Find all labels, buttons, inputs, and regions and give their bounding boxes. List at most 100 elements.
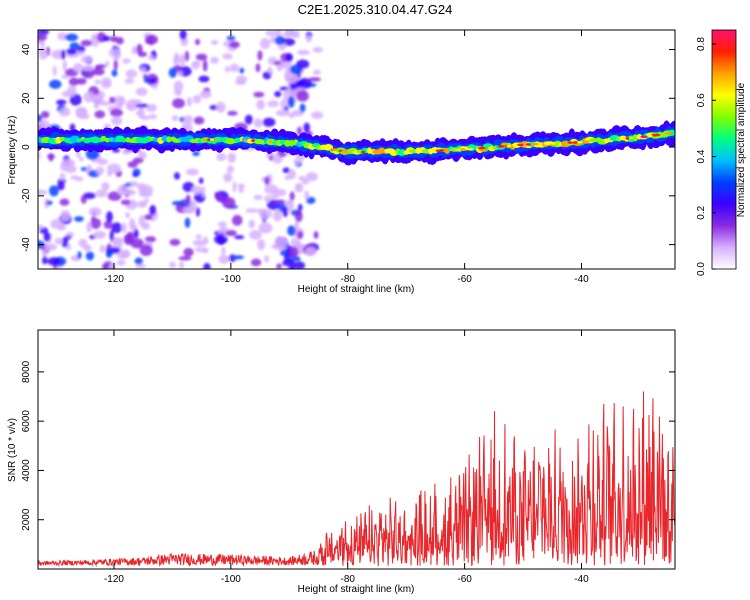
spectrogram-x-tick-label: -40 [574, 274, 589, 285]
spectrogram-ridge-core [284, 139, 292, 147]
spectrogram-noise-blob [99, 245, 106, 253]
spectrogram-noise-blob [195, 234, 202, 239]
spectrogram-ridge-peak [647, 134, 653, 138]
spectrogram-noise-blob [75, 151, 81, 159]
spectrogram-noise-blob [188, 200, 197, 212]
spectrogram-noise-blob [140, 185, 154, 195]
spectrogram-noise-blob [225, 229, 237, 237]
spectrogram-noise-blob [259, 38, 271, 50]
spectrogram-noise-blob [264, 176, 270, 186]
spectrogram-y-tick-label: 20 [21, 92, 32, 104]
spectrogram-noise-blob [257, 50, 263, 61]
spectrogram-noise-blob [90, 218, 101, 229]
spectrogram-noise-blob [58, 107, 71, 117]
spectrogram-y-tick-label: -40 [21, 237, 32, 252]
spectrogram-noise-blob [223, 172, 233, 183]
spectrogram-noise-blob [124, 212, 130, 219]
spectrogram-y-axis-label: Frequency (Hz) [7, 116, 18, 185]
snr-y-tick-label: 2000 [21, 508, 32, 531]
spectrogram-y-tick-label: 0 [21, 144, 32, 150]
spectrogram-noise-blob [269, 35, 276, 44]
spectrogram-noise-blob [255, 63, 261, 73]
spectrogram-ridge-peak [459, 148, 466, 151]
spectrogram-noise-blob [107, 191, 122, 201]
spectrogram-noise-blob [221, 246, 226, 256]
snr-x-axis-label: Height of straight line (km) [298, 584, 415, 595]
spectrogram-noise-blob [226, 35, 236, 41]
spectrogram-noise-blob [273, 209, 283, 222]
spectrogram-noise-blob [234, 235, 245, 240]
spectrogram-ridge-peak [497, 145, 505, 148]
spectrogram-noise-blob [296, 90, 309, 102]
spectrogram-noise-blob [308, 77, 321, 82]
spectrogram-noise-blob [274, 91, 282, 98]
spectrogram-noise-blob [262, 117, 276, 127]
snr-ticks: -120 -100 -80 -60 -40 2000 4000 6000 8000 [21, 330, 675, 585]
spectrogram-noise-blob [172, 98, 185, 109]
spectrogram-noise-blob [171, 201, 183, 206]
spectrogram-noise-blob [289, 191, 295, 201]
spectrogram-noise-blob [132, 157, 144, 164]
spectrogram-noise-blob [121, 222, 127, 234]
spectrogram-noise-blob [215, 101, 226, 113]
spectrogram-ridge-core [397, 149, 407, 156]
spectrogram-noise-blob [250, 258, 262, 267]
spectrogram-noise-blob [285, 53, 294, 62]
spectrogram-noise-blob [192, 94, 202, 104]
spectrogram-noise-blob [125, 69, 138, 79]
spectrogram-noise-blob [61, 236, 69, 248]
spectrogram-noise-blob [229, 63, 240, 73]
spectrogram-noise-blob [50, 218, 64, 230]
spectrogram-noise-blob [70, 175, 79, 180]
spectrogram-noise-blob [239, 67, 245, 74]
spectrogram-noise [38, 30, 324, 269]
spectrogram-noise-blob [92, 67, 105, 76]
spectrogram-noise-blob [173, 80, 184, 93]
spectrogram-ridge-peak [466, 147, 474, 151]
colorbar-tick-label: 0.6 [696, 93, 707, 107]
spectrogram-noise-blob [192, 239, 207, 247]
spectrogram-noise-blob [173, 172, 181, 180]
spectrogram-noise-blob [168, 67, 177, 78]
spectrogram-noise-blob [110, 108, 123, 117]
spectrogram-noise-blob [110, 35, 118, 43]
spectrogram-noise-blob [274, 236, 288, 249]
spectrogram-noise-blob [49, 79, 62, 89]
spectrogram-noise-blob [134, 257, 143, 265]
spectrogram-noise-blob [217, 233, 226, 246]
spectrogram-noise-blob [273, 199, 286, 204]
spectrogram-noise-blob [297, 203, 303, 212]
snr-x-tick-label: -100 [221, 574, 241, 585]
spectrogram-noise-blob [179, 30, 187, 40]
spectrogram-noise-blob [74, 216, 84, 222]
spectrogram-ridge-peak [331, 148, 338, 152]
colorbar: 0.0 0.2 0.4 0.6 0.8 Normalized spectral ampl… [696, 29, 747, 276]
spectrogram-noise-blob [103, 220, 113, 229]
spectrogram-y-tick-label: 40 [21, 44, 32, 56]
spectrogram-ridge-peak [438, 149, 445, 152]
spectrogram-noise-blob [296, 126, 302, 136]
spectrogram-noise-blob [191, 185, 203, 195]
spectrogram-noise-blob [148, 114, 158, 120]
spectrogram-noise-blob [47, 257, 61, 266]
spectrogram-ridge-peak [576, 140, 584, 144]
spectrogram-noise-blob [299, 103, 306, 113]
spectrogram-ridge-peak [214, 138, 219, 142]
spectrogram-noise-blob [305, 196, 316, 204]
spectrogram-frame [37, 29, 676, 270]
spectrogram-noise-blob [52, 65, 57, 76]
spectrogram-noise-blob [43, 231, 51, 242]
spectrogram-noise-blob [54, 237, 63, 245]
spectrogram-noise-blob [143, 73, 148, 80]
spectrogram-noise-blob [294, 210, 303, 223]
spectrogram-noise-blob [148, 77, 157, 84]
spectrogram-noise-blob [178, 256, 192, 261]
spectrogram-noise-blob [287, 96, 295, 108]
spectrogram-noise-blob [295, 256, 301, 262]
spectrogram-noise-blob [80, 39, 93, 47]
spectrogram-ridge-peak [651, 133, 659, 137]
snr-y-tick-label: 4000 [21, 459, 32, 482]
spectrogram-noise-blob [46, 200, 53, 206]
spectrogram-noise-blob [203, 262, 211, 269]
